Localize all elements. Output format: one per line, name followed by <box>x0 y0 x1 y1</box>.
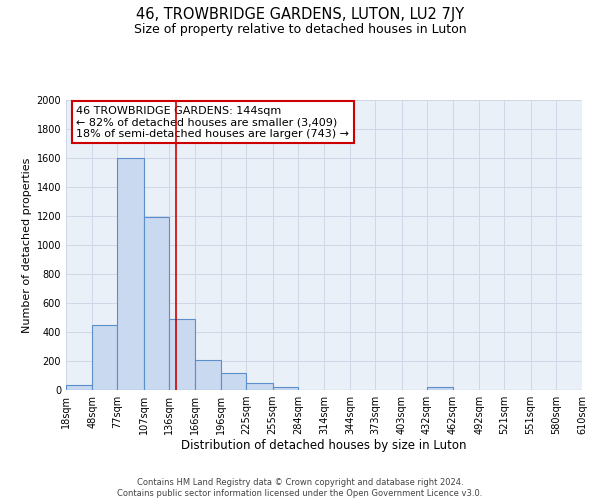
Bar <box>118 158 143 390</box>
Text: 46 TROWBRIDGE GARDENS: 144sqm
← 82% of detached houses are smaller (3,409)
18% o: 46 TROWBRIDGE GARDENS: 144sqm ← 82% of d… <box>76 106 349 139</box>
Bar <box>169 319 195 390</box>
Bar <box>427 387 453 390</box>
Bar <box>195 360 221 390</box>
Bar <box>247 384 272 390</box>
Text: Size of property relative to detached houses in Luton: Size of property relative to detached ho… <box>134 22 466 36</box>
Bar <box>272 387 298 390</box>
Bar <box>92 325 118 390</box>
Bar <box>66 385 92 390</box>
Bar <box>221 372 247 390</box>
X-axis label: Distribution of detached houses by size in Luton: Distribution of detached houses by size … <box>181 438 467 452</box>
Text: 46, TROWBRIDGE GARDENS, LUTON, LU2 7JY: 46, TROWBRIDGE GARDENS, LUTON, LU2 7JY <box>136 8 464 22</box>
Y-axis label: Number of detached properties: Number of detached properties <box>22 158 32 332</box>
Text: Contains HM Land Registry data © Crown copyright and database right 2024.
Contai: Contains HM Land Registry data © Crown c… <box>118 478 482 498</box>
Bar <box>143 218 169 390</box>
